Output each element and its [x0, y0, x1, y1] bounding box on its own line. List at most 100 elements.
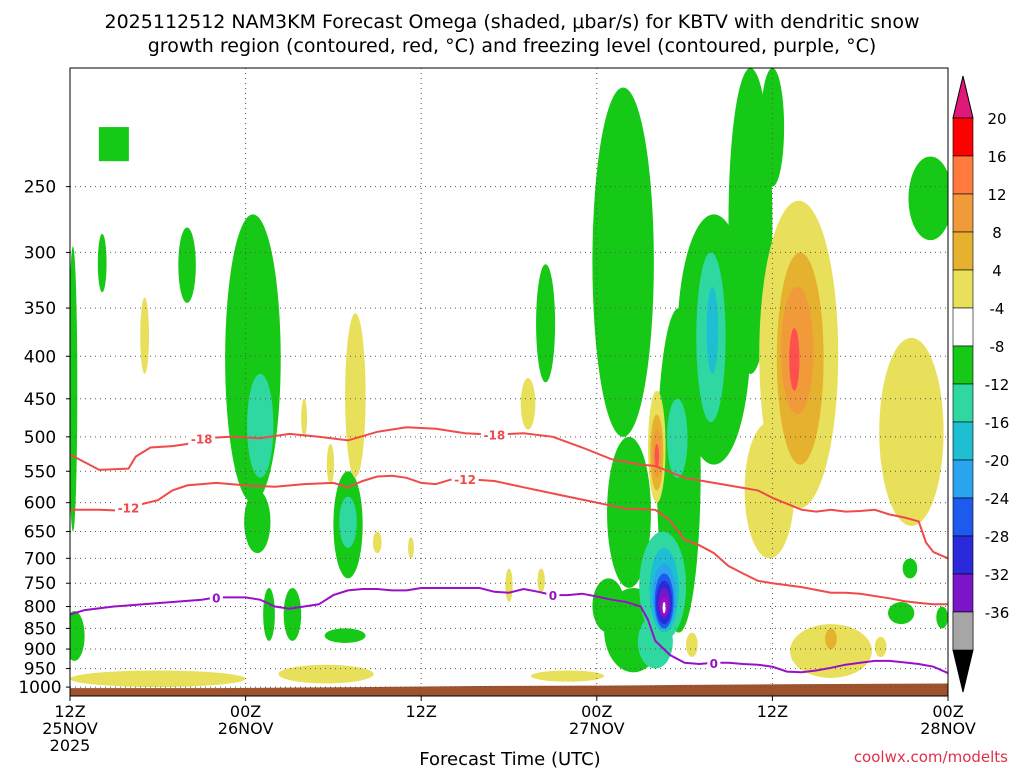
- contour-label: 0: [549, 589, 557, 603]
- colorbar-segment: [952, 117, 974, 157]
- x-tick-label: 26NOV: [218, 719, 274, 738]
- contour-label-bg: [707, 655, 721, 670]
- colorbar-label: -24: [985, 490, 1010, 508]
- colorbar-bottom-arrow: [952, 649, 974, 693]
- contour-layer: -18 -18 -12 -12 0 0 0: [70, 426, 948, 675]
- omega-region: [178, 227, 196, 303]
- y-tick-label: 350: [24, 299, 56, 319]
- colorbar-segment: [952, 155, 974, 195]
- omega-region: [263, 588, 275, 641]
- colorbar-label: -4: [990, 300, 1005, 318]
- omega-region: [98, 127, 129, 162]
- y-tick-label: 600: [24, 494, 56, 514]
- colorbar-label: -36: [985, 604, 1010, 622]
- omega-region: [902, 558, 918, 579]
- omega-region: [520, 378, 536, 430]
- omega-shading-layer: [70, 68, 948, 688]
- colorbar-segment: [952, 345, 974, 385]
- omega-region: [345, 313, 366, 478]
- omega-region: [536, 264, 556, 383]
- omega-region: [372, 531, 382, 554]
- plot-frame: [69, 67, 949, 697]
- colorbar-label: 20: [987, 110, 1006, 128]
- contour-label-bg: [546, 588, 560, 603]
- x-axis-label: Forecast Time (UTC): [419, 749, 600, 768]
- omega-region: [654, 443, 659, 468]
- chart-title-line1: 2025112512 NAM3KM Forecast Omega (shaded…: [105, 11, 920, 33]
- y-tick-label: 800: [24, 598, 56, 618]
- omega-region: [97, 233, 107, 293]
- colorbar-segment: [952, 535, 974, 575]
- x-tick-label: 12Z: [54, 702, 85, 721]
- colorbar-segment: [952, 193, 974, 233]
- y-tick-label: 700: [24, 549, 56, 569]
- omega-region: [278, 664, 374, 684]
- colorbar-segment: [952, 383, 974, 423]
- contour-label: -12: [118, 501, 140, 515]
- omega-region: [825, 628, 837, 650]
- contour-label-bg: [480, 427, 508, 442]
- x-tick-label: 28NOV: [920, 719, 976, 738]
- omega-region: [408, 537, 414, 559]
- omega-region: [760, 68, 785, 187]
- omega-region: [908, 156, 948, 241]
- omega-region: [686, 632, 698, 657]
- omega-region: [537, 568, 545, 593]
- contour-label: 0: [710, 657, 718, 671]
- colorbar-segment: [952, 573, 974, 613]
- colorbar-label: 4: [992, 262, 1002, 280]
- y-tick-label: 900: [24, 640, 56, 660]
- contour-label-bg: [115, 500, 143, 515]
- x-tick-label: 00Z: [932, 702, 963, 721]
- colorbar-label: 12: [987, 186, 1006, 204]
- x-tick-label: 00Z: [230, 702, 261, 721]
- ground-surface: [70, 683, 948, 696]
- colorbar-segment: [952, 421, 974, 461]
- omega-region: [530, 670, 605, 682]
- chart-title-line2: growth region (contoured, red, °C) and f…: [148, 35, 877, 57]
- omega-region: [301, 398, 308, 437]
- contour-line: [70, 474, 948, 606]
- omega-region: [888, 601, 915, 625]
- omega-region: [70, 611, 85, 661]
- y-tick-label: 450: [24, 390, 56, 410]
- colorbar-label: -20: [985, 452, 1010, 470]
- ground-layer: [70, 683, 948, 696]
- contour-label: -18: [191, 432, 213, 446]
- colorbar-segment: [952, 497, 974, 537]
- omega-region: [140, 297, 150, 374]
- x-tick-label: 12Z: [406, 702, 437, 721]
- colorbar-label: -12: [985, 376, 1010, 394]
- x-tick-label: 27NOV: [569, 719, 625, 738]
- y-tick-label: 300: [24, 243, 56, 263]
- omega-region: [706, 286, 719, 374]
- colorbar: 20 16 12 8 4 -4 -8 -12 -16 -20 -24 -28 -32 -36: [952, 75, 1010, 693]
- plot-area: -18 -18 -12 -12 0 0 0: [70, 68, 948, 696]
- omega-region: [70, 246, 78, 532]
- x-tick-label: 2025: [50, 736, 91, 755]
- omega-region: [789, 328, 800, 391]
- x-tick-label: 25NOV: [42, 719, 98, 738]
- y-tick-label: 1000: [18, 678, 61, 698]
- y-tick-label: 550: [24, 462, 56, 482]
- colorbar-label: -8: [990, 338, 1005, 356]
- colorbar-label: -32: [985, 566, 1010, 584]
- y-tick-label: 250: [24, 178, 56, 198]
- omega-region: [324, 628, 366, 643]
- colorbar-segment: [952, 307, 974, 347]
- y-tick-label: 400: [24, 347, 56, 367]
- omega-region: [283, 588, 302, 641]
- omega-region: [326, 443, 335, 485]
- omega-region: [244, 490, 271, 554]
- omega-region: [592, 87, 654, 437]
- y-tick-label: 950: [24, 660, 56, 680]
- contour-label: 0: [212, 591, 220, 605]
- y-tick-label: 850: [24, 619, 56, 639]
- contour-label-bg: [209, 590, 223, 605]
- omega-region: [247, 373, 274, 478]
- omega-region: [744, 422, 795, 559]
- colorbar-segment: [952, 231, 974, 271]
- omega-region: [936, 606, 948, 629]
- omega-region: [879, 337, 944, 526]
